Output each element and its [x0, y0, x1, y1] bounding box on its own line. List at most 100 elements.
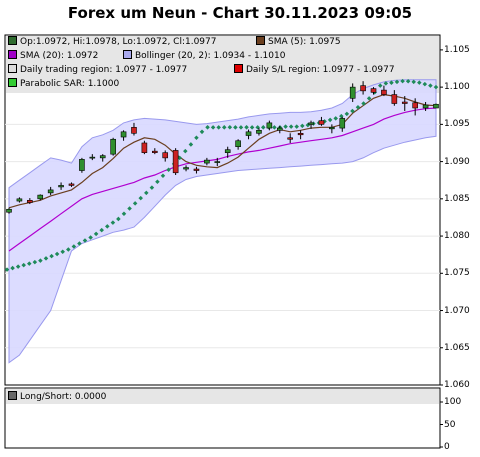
candle-body	[110, 138, 116, 155]
sar-point	[99, 227, 104, 233]
legend-item-bollinger: Bollinger (20, 2): 1.0934 - 1.1010	[123, 50, 285, 62]
legend-swatch	[8, 64, 17, 73]
sar-point	[149, 185, 155, 190]
candle-body	[47, 189, 54, 194]
y-tick-label: 1.065	[444, 342, 470, 353]
sar-point	[138, 195, 143, 201]
sar-point	[210, 125, 216, 130]
candle-body	[422, 104, 429, 109]
sar-point	[238, 125, 244, 130]
lower-y-tick-label: 0	[444, 442, 450, 452]
candle-body	[204, 159, 210, 164]
sma20-line	[8, 107, 437, 252]
sar-point	[88, 235, 93, 240]
y-tick-label: 1.105	[444, 44, 470, 55]
candle-body	[245, 131, 252, 136]
legend-item-ohlc: Op:1.0972, Hi:1.0978, Lo:1.0972, Cl:1.09…	[8, 36, 216, 48]
candle-body	[349, 86, 356, 99]
candle-body	[68, 183, 75, 186]
sar-point	[411, 79, 416, 85]
sar-point	[27, 261, 32, 266]
candle-body	[162, 152, 169, 159]
candle-body	[89, 156, 96, 159]
candle-body	[172, 150, 179, 174]
legend-swatch	[234, 64, 243, 73]
legend-item-daily-sl-region: Daily S/L region: 1.0977 - 1.0977	[234, 64, 395, 76]
candle-body	[339, 118, 346, 129]
sar-point	[60, 249, 65, 254]
y-tick-label: 1.070	[444, 305, 470, 316]
y-tick-label: 1.085	[444, 193, 470, 204]
sar-point	[350, 108, 355, 114]
candle-body	[141, 142, 148, 153]
candle-body	[16, 198, 23, 202]
candle-body	[214, 161, 221, 163]
sar-point	[183, 148, 188, 154]
sar-point	[32, 259, 38, 265]
lower-panel-label: Long/Short: 0.0000	[8, 391, 106, 402]
candle-body	[79, 159, 85, 171]
sar-point	[221, 125, 227, 130]
candle-body	[329, 127, 335, 130]
sar-point	[177, 155, 182, 161]
y-tick-label: 1.095	[444, 119, 470, 130]
sar-point	[110, 220, 116, 225]
sar-point	[249, 125, 255, 130]
legend-item-sma5: SMA (5): 1.0975	[256, 36, 341, 48]
sar-point	[71, 244, 77, 249]
candle-body	[58, 185, 64, 188]
candle-body	[120, 131, 127, 138]
sar-point	[227, 125, 233, 130]
candle-body	[318, 120, 325, 125]
sar-point	[132, 201, 138, 206]
sar-point	[294, 124, 299, 129]
sar-point	[361, 101, 366, 106]
sar-point	[260, 125, 266, 130]
sar-point	[127, 206, 132, 211]
sar-point	[244, 125, 249, 130]
legend-swatch	[8, 36, 17, 45]
legend-swatch	[123, 50, 132, 59]
sar-point	[166, 167, 171, 173]
candle-body	[266, 122, 273, 129]
legend-swatch	[256, 36, 265, 45]
sar-point	[121, 211, 127, 216]
legend-swatch	[8, 78, 17, 87]
sar-point	[54, 251, 60, 257]
sar-point	[205, 125, 210, 130]
y-tick-label: 1.100	[444, 82, 470, 93]
candle-body	[256, 130, 262, 134]
candle-body	[433, 103, 439, 109]
sar-point	[405, 78, 411, 84]
sar-point	[233, 125, 238, 130]
legend-swatch	[8, 391, 17, 400]
sar-point	[155, 179, 160, 184]
legend-item-sma20: SMA (20): 1.0972	[8, 50, 98, 62]
chart-title: Forex um Neun - Chart 30.11.2023 09:05	[67, 4, 413, 22]
sar-point	[15, 264, 21, 269]
candle-body	[193, 168, 200, 171]
candle-body	[37, 194, 44, 200]
sar-point	[383, 81, 389, 86]
sar-point	[327, 117, 333, 123]
candle-body	[401, 101, 408, 104]
sar-point	[378, 83, 383, 88]
candle-body	[224, 149, 231, 153]
candle-body	[308, 122, 314, 125]
legend-item-parabolic-sar: Parabolic SAR: 1.1000	[8, 78, 119, 90]
candle-body	[27, 200, 33, 203]
y-tick-label: 1.080	[444, 231, 470, 242]
legend-background	[6, 36, 439, 93]
sar-point	[417, 80, 422, 85]
lower-y-tick-label: 50	[444, 419, 456, 430]
y-tick-label: 1.060	[444, 380, 470, 390]
sar-point	[216, 125, 221, 130]
sar-point	[160, 173, 166, 178]
candle-body	[99, 155, 106, 159]
sar-point	[144, 190, 149, 196]
candle-body	[297, 132, 304, 136]
candle-body	[6, 208, 12, 213]
sar-point	[21, 262, 26, 268]
candle-body	[152, 150, 158, 153]
